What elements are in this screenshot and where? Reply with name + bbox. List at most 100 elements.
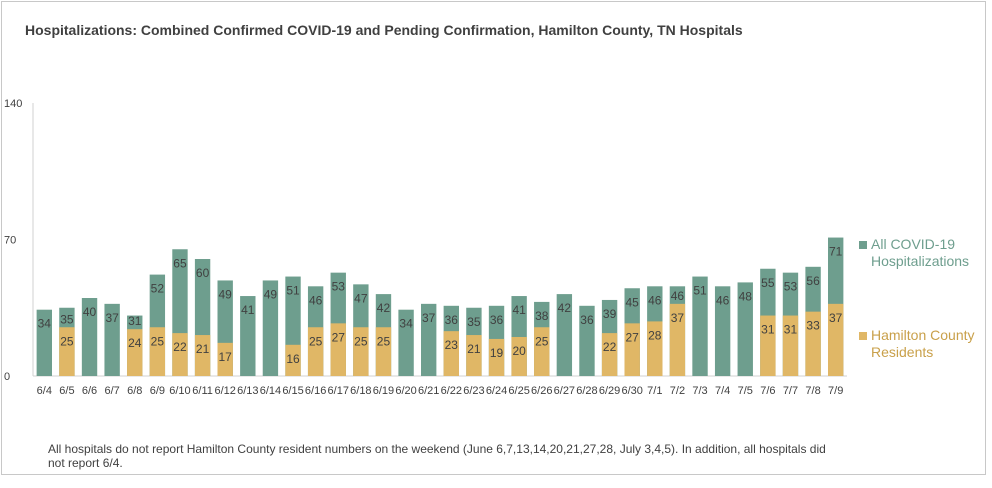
bar-hamilton-residents bbox=[647, 321, 663, 376]
data-label-all: 49 bbox=[264, 287, 278, 301]
data-label-all: 36 bbox=[580, 313, 594, 327]
legend-item-all: All COVID-19 Hospitalizations bbox=[859, 236, 981, 270]
x-tick-label: 6/30 bbox=[621, 385, 642, 397]
data-label-all: 35 bbox=[467, 315, 481, 329]
bar-hamilton-residents bbox=[511, 337, 527, 376]
data-label-all: 60 bbox=[196, 266, 210, 280]
legend-swatch-residents bbox=[859, 332, 867, 340]
bar-hamilton-residents bbox=[149, 327, 166, 376]
bar-all-covid bbox=[262, 280, 279, 376]
x-tick-label: 7/4 bbox=[715, 385, 730, 397]
x-tick-label: 6/16 bbox=[305, 385, 326, 397]
data-label-all: 46 bbox=[671, 289, 685, 303]
data-label-residents: 24 bbox=[128, 336, 142, 350]
data-label-all: 49 bbox=[219, 287, 233, 301]
data-label-all: 31 bbox=[128, 314, 142, 328]
bar-hamilton-residents bbox=[172, 333, 188, 376]
x-tick-label: 6/27 bbox=[554, 385, 575, 397]
data-label-residents: 31 bbox=[761, 323, 775, 337]
bar-hamilton-residents bbox=[353, 327, 369, 376]
y-tick-label: 0 bbox=[4, 371, 10, 383]
bar-hamilton-residents bbox=[669, 303, 686, 376]
bar-all-covid bbox=[240, 296, 256, 376]
data-label-residents: 31 bbox=[784, 323, 798, 337]
data-label-all: 39 bbox=[603, 307, 617, 321]
data-label-all: 38 bbox=[535, 309, 549, 323]
data-label-residents: 25 bbox=[151, 334, 165, 348]
data-label-residents: 28 bbox=[648, 328, 662, 342]
bar-all-covid bbox=[579, 305, 595, 376]
data-label-all: 45 bbox=[626, 295, 640, 309]
data-label-all: 52 bbox=[151, 282, 165, 296]
x-tick-label: 6/26 bbox=[531, 385, 552, 397]
data-label-all: 37 bbox=[422, 311, 436, 325]
data-label-residents: 37 bbox=[829, 311, 843, 325]
data-label-residents: 20 bbox=[512, 344, 526, 358]
bar-hamilton-residents bbox=[59, 327, 75, 376]
data-label-residents: 16 bbox=[286, 352, 300, 366]
data-label-residents: 25 bbox=[309, 334, 323, 348]
legend-label-all: All COVID-19 Hospitalizations bbox=[871, 236, 970, 269]
bar-all-covid bbox=[104, 303, 120, 376]
x-tick-label: 7/5 bbox=[738, 385, 753, 397]
x-tick-label: 6/10 bbox=[169, 385, 190, 397]
bar-hamilton-residents bbox=[601, 333, 618, 376]
bar-hamilton-residents bbox=[624, 323, 640, 376]
x-tick-label: 6/13 bbox=[237, 385, 258, 397]
data-label-all: 48 bbox=[739, 289, 753, 303]
x-tick-label: 6/6 bbox=[82, 385, 97, 397]
x-tick-label: 6/12 bbox=[214, 385, 235, 397]
bar-hamilton-residents bbox=[194, 335, 211, 376]
data-label-all: 47 bbox=[354, 291, 368, 305]
data-label-residents: 21 bbox=[467, 342, 481, 356]
bar-all-covid bbox=[398, 309, 414, 376]
data-label-all: 34 bbox=[38, 317, 52, 331]
bar-hamilton-residents bbox=[217, 342, 233, 376]
x-tick-label: 6/20 bbox=[395, 385, 416, 397]
bar-hamilton-residents bbox=[534, 327, 550, 376]
data-label-all: 42 bbox=[558, 301, 572, 315]
x-tick-label: 6/14 bbox=[260, 385, 281, 397]
data-label-all: 53 bbox=[784, 280, 798, 294]
bar-hamilton-residents bbox=[375, 327, 392, 376]
data-label-residents: 25 bbox=[377, 334, 391, 348]
x-tick-label: 6/9 bbox=[150, 385, 165, 397]
data-label-all: 46 bbox=[716, 293, 730, 307]
data-label-all: 37 bbox=[105, 311, 119, 325]
data-label-all: 65 bbox=[173, 256, 187, 270]
data-label-all: 71 bbox=[829, 245, 843, 259]
y-tick-label: 70 bbox=[4, 235, 16, 247]
data-label-all: 46 bbox=[309, 293, 323, 307]
bar-all-covid bbox=[421, 303, 437, 376]
bar-hamilton-residents bbox=[127, 329, 143, 376]
data-label-residents: 17 bbox=[219, 350, 233, 364]
data-label-all: 35 bbox=[60, 312, 74, 326]
footnote: All hospitals do not report Hamilton Cou… bbox=[48, 442, 826, 470]
data-label-residents: 21 bbox=[196, 342, 210, 356]
bar-all-covid bbox=[81, 298, 98, 376]
x-tick-label: 6/8 bbox=[127, 385, 142, 397]
data-label-residents: 25 bbox=[60, 334, 74, 348]
bar-hamilton-residents bbox=[488, 338, 505, 376]
x-tick-label: 7/1 bbox=[647, 385, 662, 397]
x-tick-label: 6/11 bbox=[192, 385, 213, 397]
data-label-residents: 37 bbox=[671, 311, 685, 325]
legend-label-residents: Hamilton County Residents bbox=[871, 327, 975, 360]
x-tick-label: 7/8 bbox=[805, 385, 820, 397]
bar-hamilton-residents bbox=[760, 315, 776, 376]
bar-all-covid bbox=[556, 294, 573, 376]
x-tick-label: 6/22 bbox=[441, 385, 462, 397]
legend-item-residents: Hamilton County Residents bbox=[859, 327, 981, 361]
data-label-residents: 25 bbox=[535, 334, 549, 348]
bar-all-covid bbox=[737, 282, 753, 376]
x-tick-label: 7/9 bbox=[828, 385, 843, 397]
x-tick-label: 7/6 bbox=[760, 385, 775, 397]
y-tick-label: 140 bbox=[4, 98, 22, 110]
x-tick-label: 7/3 bbox=[692, 385, 707, 397]
data-label-residents: 25 bbox=[354, 334, 368, 348]
data-label-all: 42 bbox=[377, 301, 391, 315]
x-tick-label: 6/5 bbox=[59, 385, 74, 397]
bar-hamilton-residents bbox=[805, 311, 821, 376]
x-tick-label: 6/17 bbox=[328, 385, 349, 397]
